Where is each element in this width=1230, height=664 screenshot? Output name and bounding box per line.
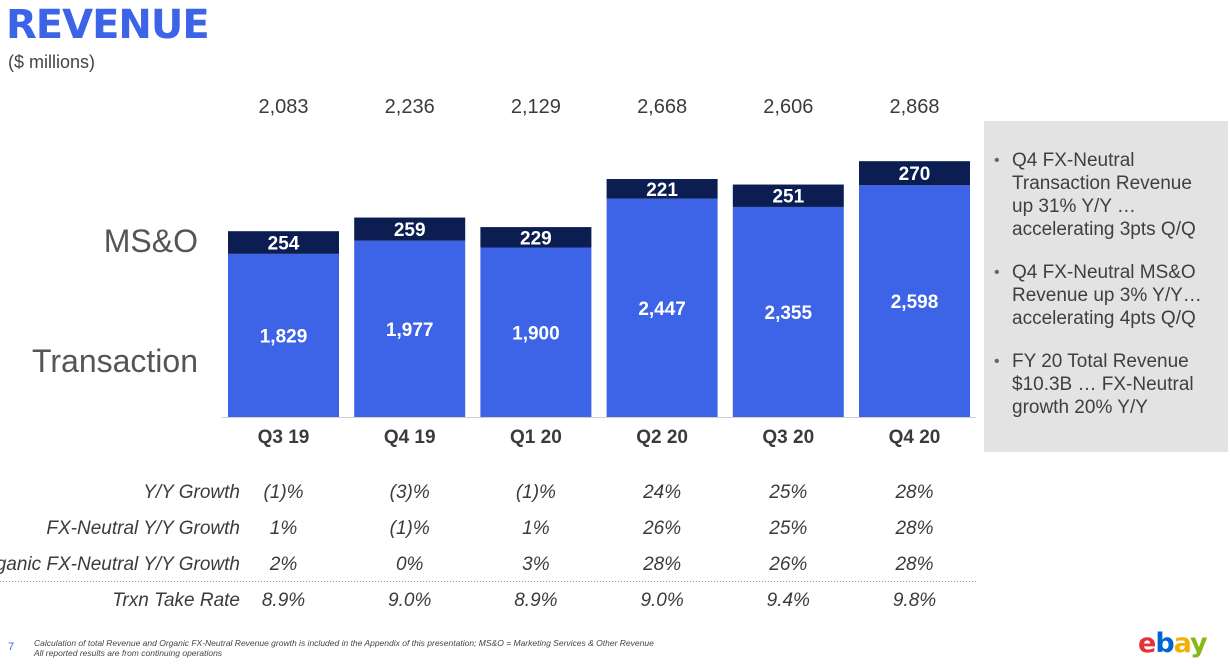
table-cell: 28%	[642, 554, 681, 575]
table-cell: 26%	[768, 554, 807, 575]
table-cell: 26%	[642, 518, 681, 539]
callout-bullet: • Q4 FX-Neutral Transaction Revenue up 31…	[994, 149, 1218, 241]
callout-text: FY 20 Total Revenue $10.3B … FX-Neutral …	[1012, 351, 1194, 418]
table-cell: 28%	[894, 554, 933, 575]
bar-transaction	[606, 198, 718, 417]
x-tick-label: Q2 20	[636, 427, 688, 448]
data-label-transaction: 1,977	[386, 320, 434, 341]
callout-box: • Q4 FX-Neutral Transaction Revenue up 31…	[984, 121, 1228, 452]
x-tick-label: Q3 20	[762, 427, 814, 448]
table-cell: (3)%	[390, 482, 430, 503]
table-cell: 1%	[522, 518, 550, 539]
table-cell: 28%	[894, 518, 933, 539]
callout-bullet: • FY 20 Total Revenue $10.3B … FX-Neutral…	[994, 350, 1218, 419]
callout-text: Q4 FX-Neutral MS&O Revenue up 3% Y/Y… ac…	[1012, 262, 1202, 329]
bar-mso	[732, 184, 844, 207]
table-row-label: Y/Y Growth	[143, 482, 240, 503]
bar-mso	[354, 217, 466, 241]
page-title: REVENUE	[6, 2, 210, 48]
series-label-mso: MS&O	[104, 223, 198, 259]
revenue-chart: 1,829 254 2,083 Q3 19 (1)% 1% 2% 8.9% 1,977 259 2,…	[0, 96, 978, 611]
footnote-line: All reported results are from continuing…	[34, 648, 223, 658]
total-label: 2,129	[511, 96, 561, 118]
data-label-transaction: 1,900	[512, 323, 560, 344]
bar-mso	[859, 161, 970, 186]
footnote-line: Calculation of total Revenue and Organic…	[34, 638, 654, 648]
total-label: 2,083	[258, 96, 308, 118]
table-row-label: Organic FX-Neutral Y/Y Growth	[0, 554, 240, 575]
data-label-mso: 221	[646, 180, 678, 201]
x-tick-label: Q1 20	[510, 427, 562, 448]
table-cell: (1)%	[516, 482, 556, 503]
callout-bullet: • Q4 FX-Neutral MS&O Revenue up 3% Y/Y… a…	[994, 261, 1218, 330]
data-label-mso: 254	[268, 234, 300, 255]
table-cell: 9.0%	[640, 590, 683, 611]
bar-mso	[228, 231, 339, 254]
data-label-mso: 259	[394, 220, 426, 241]
table-cell: 25%	[768, 482, 807, 503]
data-label-transaction: 1,829	[260, 326, 308, 347]
data-label-transaction: 2,447	[638, 299, 686, 320]
bullet-icon: •	[994, 264, 1000, 281]
x-tick-label: Q4 20	[889, 427, 941, 448]
data-label-transaction: 2,355	[765, 303, 813, 324]
bullet-icon: •	[994, 353, 1000, 370]
x-tick-label: Q3 19	[258, 427, 310, 448]
bar-transaction	[480, 247, 592, 417]
total-label: 2,236	[385, 96, 435, 118]
total-label: 2,606	[763, 96, 813, 118]
ebay-logo: ebay	[1138, 628, 1208, 659]
data-label-transaction: 2,598	[891, 292, 939, 313]
bar-transaction	[354, 240, 466, 417]
table-cell: 25%	[768, 518, 807, 539]
total-label: 2,668	[637, 96, 687, 118]
table-cell: 0%	[396, 554, 424, 575]
series-label-transaction: Transaction	[32, 343, 198, 379]
table-cell: (1)%	[390, 518, 430, 539]
data-label-mso: 270	[899, 164, 931, 185]
table-row-label: FX-Neutral Y/Y Growth	[46, 518, 240, 539]
bar-mso	[606, 179, 718, 199]
page-subtitle: ($ millions)	[8, 52, 96, 72]
total-label: 2,868	[889, 96, 939, 118]
table-cell: 9.8%	[893, 590, 936, 611]
table-cell: (1)%	[263, 482, 303, 503]
bar-transaction	[859, 185, 970, 417]
table-row-label: Trxn Take Rate	[112, 590, 240, 611]
callout-text: Q4 FX-Neutral Transaction Revenue up 31%…	[1012, 150, 1196, 240]
table-cell: 9.0%	[388, 590, 431, 611]
bar-transaction	[228, 253, 339, 417]
data-label-mso: 229	[520, 228, 552, 249]
table-cell: 2%	[269, 554, 298, 575]
bar-mso	[480, 227, 592, 248]
bar-transaction	[732, 206, 844, 417]
table-cell: 8.9%	[262, 590, 305, 611]
x-tick-label: Q4 19	[384, 427, 436, 448]
table-cell: 1%	[270, 518, 298, 539]
bullet-icon: •	[994, 152, 1000, 169]
table-cell: 28%	[894, 482, 933, 503]
table-cell: 3%	[522, 554, 550, 575]
table-cell: 24%	[642, 482, 681, 503]
slide-number: 7	[8, 641, 15, 653]
data-label-mso: 251	[772, 187, 804, 208]
table-cell: 9.4%	[767, 590, 810, 611]
footnote: Calculation of total Revenue and Organic…	[34, 638, 854, 658]
table-cell: 8.9%	[514, 590, 557, 611]
